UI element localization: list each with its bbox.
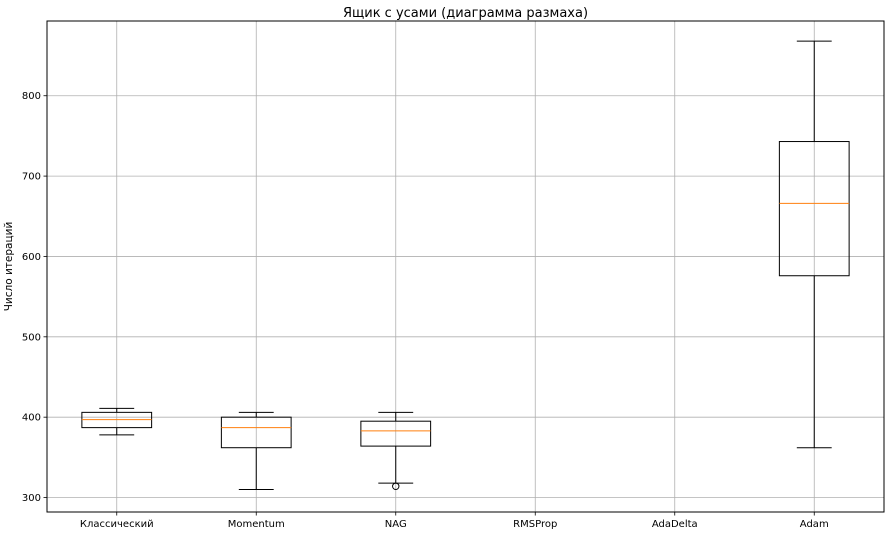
chart-title: Ящик с усами (диаграмма размаха): [343, 6, 588, 21]
iqr-box: [360, 420, 432, 447]
x-tick-label: Momentum: [228, 519, 285, 530]
x-tick-label: AdaDelta: [652, 519, 698, 530]
y-axis-label: Число итераций: [3, 222, 15, 312]
y-tick-label: 400: [22, 413, 41, 424]
x-tick-label: RMSProp: [513, 519, 557, 530]
x-tick-label: NAG: [385, 519, 407, 530]
y-tick-label: 500: [22, 332, 41, 343]
box-1: [81, 407, 153, 436]
box-layer: [81, 40, 850, 490]
y-tick-label: 800: [22, 91, 41, 102]
x-tick-label: Adam: [800, 519, 829, 530]
y-tick-label: 600: [22, 252, 41, 263]
iqr-box: [220, 416, 292, 449]
x-tick-label: Классический: [80, 519, 154, 530]
plot-frame: [46, 20, 885, 513]
grid-layer: [47, 21, 884, 512]
axis-layer: 300 400 500 600 700 800 Классический Momentum NA…: [22, 91, 829, 530]
box-3: [360, 411, 432, 490]
box-2: [220, 411, 292, 490]
y-tick-label: 700: [22, 172, 41, 183]
iqr-box: [778, 141, 850, 277]
outlier-point: [392, 482, 400, 490]
box-6: [778, 40, 850, 449]
y-tick-label: 300: [22, 493, 41, 504]
